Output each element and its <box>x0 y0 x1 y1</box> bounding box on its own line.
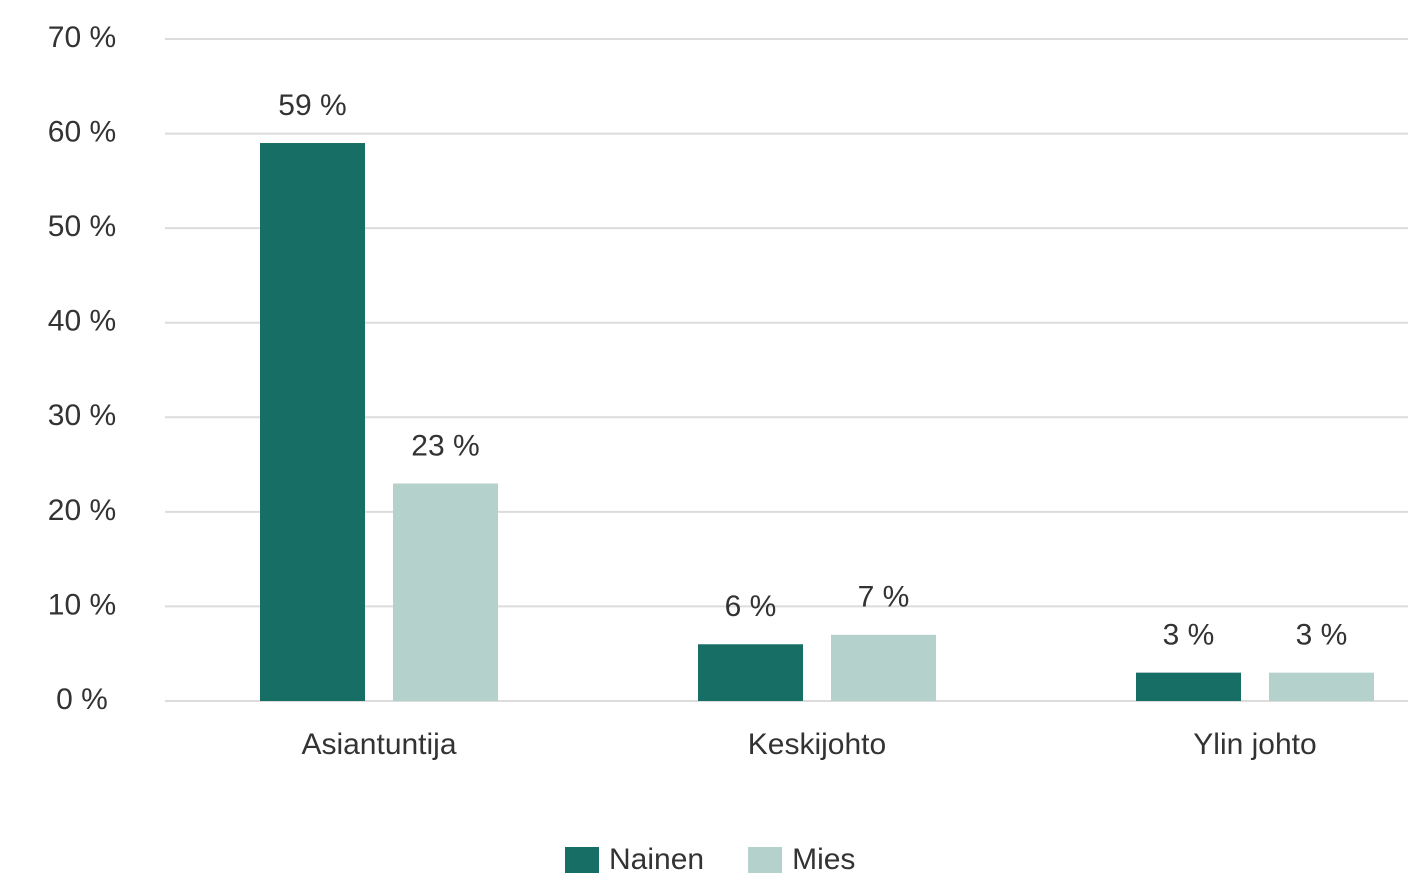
bar <box>260 143 365 701</box>
y-tick-label: 20 % <box>48 494 116 527</box>
bar <box>698 644 803 701</box>
x-tick-label: Ylin johto <box>1193 728 1316 761</box>
y-tick-label: 30 % <box>48 399 116 432</box>
legend-label: Mies <box>792 843 855 873</box>
legend-label: Nainen <box>609 843 704 873</box>
legend-swatch <box>565 847 599 873</box>
value-label: 3 % <box>1163 619 1215 652</box>
y-tick-label: 0 % <box>56 683 108 716</box>
value-label: 23 % <box>411 429 479 462</box>
y-tick-label: 40 % <box>48 305 116 338</box>
bar <box>1136 672 1241 701</box>
bar <box>393 483 498 701</box>
x-tick-label: Asiantuntija <box>301 728 456 761</box>
bar <box>1269 672 1374 701</box>
value-label: 3 % <box>1296 619 1348 652</box>
bar <box>831 634 936 701</box>
y-tick-label: 60 % <box>48 115 116 148</box>
y-tick-label: 70 % <box>48 21 116 54</box>
legend-swatch <box>748 847 783 873</box>
value-label: 59 % <box>278 89 346 122</box>
x-tick-label: Keskijohto <box>748 728 886 761</box>
value-label: 7 % <box>858 581 910 614</box>
y-tick-label: 10 % <box>48 588 116 621</box>
value-label: 6 % <box>725 590 777 623</box>
y-tick-label: 50 % <box>48 210 116 243</box>
